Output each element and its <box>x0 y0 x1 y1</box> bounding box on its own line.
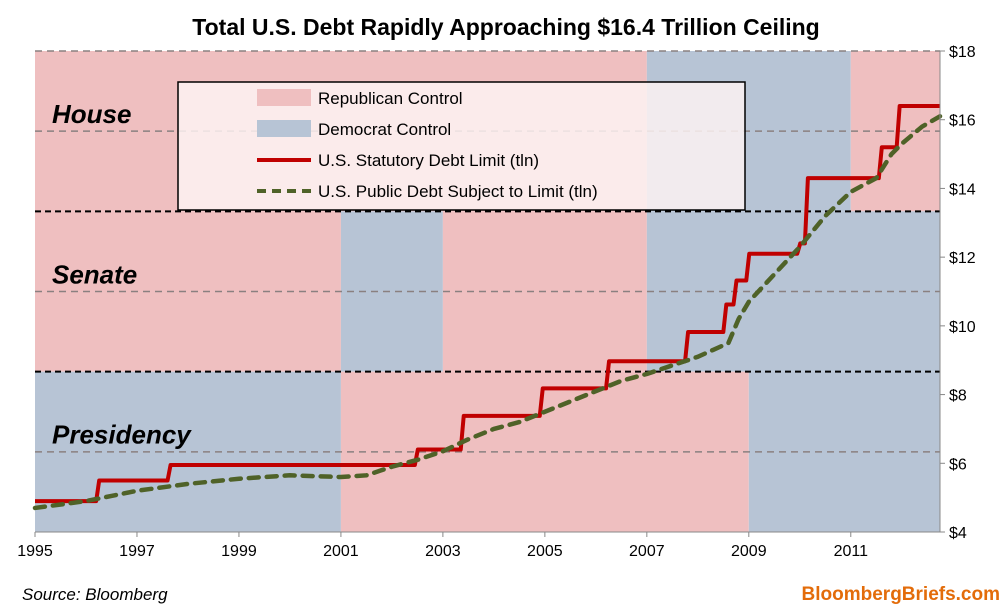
y-tick-label: $4 <box>949 525 967 542</box>
y-tick-label: $14 <box>949 181 976 198</box>
legend: Republican Control Democrat Control U.S.… <box>177 81 746 211</box>
x-tick-label: 2009 <box>731 543 767 560</box>
series-debt-limit-line <box>35 103 940 504</box>
y-tick-label: $8 <box>949 388 967 405</box>
legend-label-republican: Republican Control <box>318 89 463 108</box>
band-senate-democrat <box>340 211 443 372</box>
band-senate-republican <box>35 211 341 372</box>
x-tick-label: 2007 <box>629 543 665 560</box>
brand-logo: BloombergBriefs.com <box>802 584 1000 605</box>
band-label-presidency: Presidency <box>52 420 192 450</box>
y-tick-label: $10 <box>949 319 976 336</box>
x-tick-label: 1997 <box>119 543 155 560</box>
y-tick-label: $6 <box>949 456 967 473</box>
legend-label-democrat: Democrat Control <box>318 120 451 139</box>
x-tick-label: 1999 <box>221 543 257 560</box>
source-note: Source: Bloomberg <box>22 585 168 604</box>
x-tick-label: 1995 <box>17 543 53 560</box>
legend-swatch-democrat <box>257 120 311 137</box>
legend-swatch-republican <box>257 89 311 106</box>
legend-label-public-debt: U.S. Public Debt Subject to Limit (tln) <box>318 182 598 201</box>
band-label-senate: Senate <box>52 259 137 289</box>
chart-title: Total U.S. Debt Rapidly Approaching $16.… <box>192 14 819 40</box>
y-tick-label: $18 <box>949 44 976 61</box>
x-tick-label: 2011 <box>834 543 869 560</box>
x-tick-label: 2001 <box>323 543 359 560</box>
y-tick-label: $12 <box>949 250 976 267</box>
y-tick-label: $16 <box>949 113 976 130</box>
x-tick-label: 2005 <box>527 543 563 560</box>
x-tick-label: 2003 <box>425 543 461 560</box>
series-public-debt-line <box>32 114 943 511</box>
legend-label-debt-limit: U.S. Statutory Debt Limit (tln) <box>318 151 539 170</box>
band-presidency-democrat <box>35 371 341 532</box>
band-label-house: House <box>52 99 131 129</box>
